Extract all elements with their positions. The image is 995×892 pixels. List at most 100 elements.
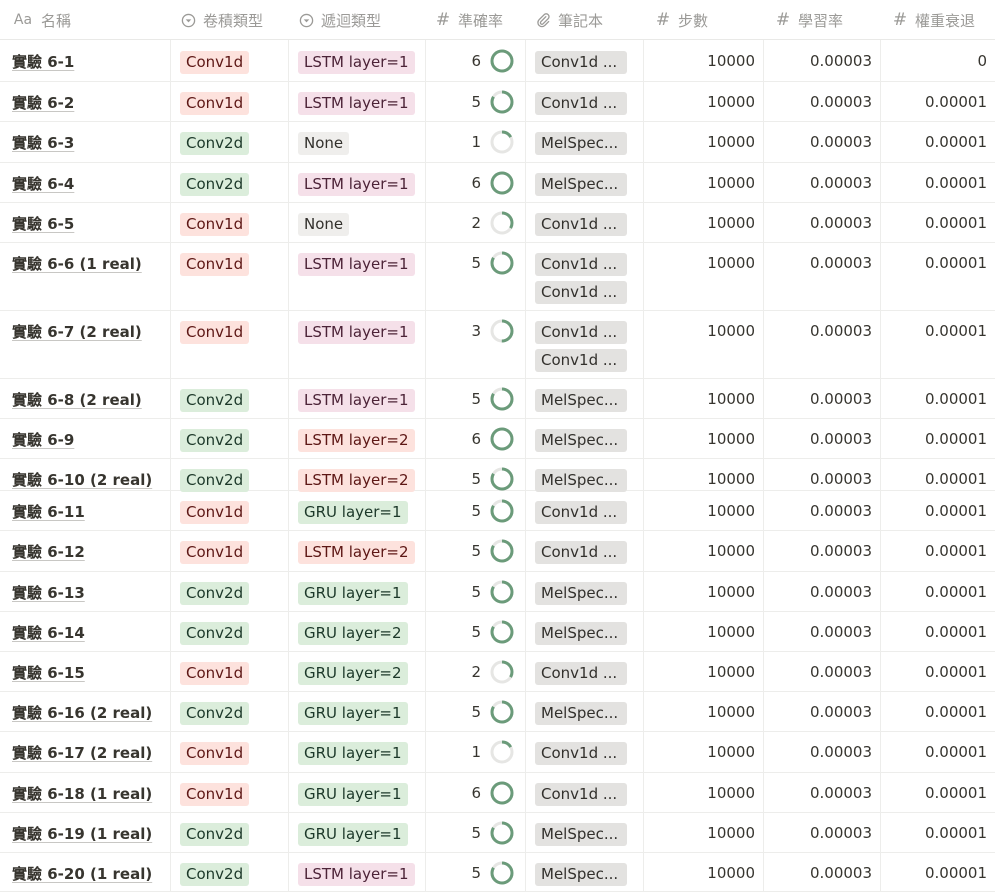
weight-decay-value[interactable]: 0.00001 — [924, 743, 987, 761]
rnn-type-cell[interactable]: GRU layer=1 — [298, 501, 408, 524]
column-header-7[interactable]: # 權重衰退 — [892, 0, 995, 40]
rnn-type-cell[interactable]: None — [298, 213, 350, 236]
notebook-cell[interactable]: Conv1d ... — [535, 51, 627, 79]
steps-value[interactable]: 10000 — [707, 322, 755, 340]
column-header-6[interactable]: # 學習率 — [775, 0, 880, 40]
steps-value[interactable]: 10000 — [707, 430, 755, 448]
weight-decay-value[interactable]: 0.00001 — [924, 174, 987, 192]
accuracy-value[interactable]: 1 — [471, 743, 481, 761]
conv-type-cell[interactable]: Conv1d — [180, 321, 250, 344]
notebook-file[interactable]: MelSpec... — [535, 863, 627, 886]
weight-decay-value[interactable]: 0.00001 — [924, 824, 987, 842]
weight-decay-value[interactable]: 0.00001 — [924, 470, 987, 488]
learning-rate-value[interactable]: 0.00003 — [809, 133, 872, 151]
notebook-file[interactable]: MelSpec... — [535, 469, 627, 492]
table-row[interactable]: 實驗 6-4 Conv2d LSTM layer=1 6 MelSpec... 10000… — [0, 163, 995, 203]
notebook-cell[interactable]: Conv1d ... — [535, 742, 627, 770]
row-name-link[interactable]: 實驗 6-4 — [12, 175, 75, 193]
rnn-type-cell[interactable]: GRU layer=1 — [298, 823, 408, 846]
row-name-link[interactable]: 實驗 6-19 (1 real) — [12, 825, 153, 843]
row-name-link[interactable]: 實驗 6-7 (2 real) — [12, 323, 142, 341]
notebook-cell[interactable]: MelSpec... — [535, 132, 627, 160]
notebook-cell[interactable]: Conv1d ... — [535, 92, 627, 120]
steps-value[interactable]: 10000 — [707, 824, 755, 842]
notebook-file[interactable]: MelSpec... — [535, 389, 627, 412]
weight-decay-value[interactable]: 0.00001 — [924, 133, 987, 151]
weight-decay-value[interactable]: 0.00001 — [924, 583, 987, 601]
learning-rate-value[interactable]: 0.00003 — [809, 542, 872, 560]
notebook-file[interactable]: Conv1d ... — [535, 783, 627, 806]
conv-type-cell[interactable]: Conv2d — [180, 132, 250, 155]
learning-rate-value[interactable]: 0.00003 — [809, 623, 872, 641]
steps-value[interactable]: 10000 — [707, 93, 755, 111]
learning-rate-value[interactable]: 0.00003 — [809, 322, 872, 340]
notebook-file[interactable]: MelSpec... — [535, 173, 627, 196]
weight-decay-value[interactable]: 0.00001 — [924, 322, 987, 340]
row-name-link[interactable]: 實驗 6-6 (1 real) — [12, 255, 142, 273]
rnn-type-cell[interactable]: None — [298, 132, 350, 155]
conv-type-cell[interactable]: Conv1d — [180, 783, 250, 806]
weight-decay-value[interactable]: 0.00001 — [924, 390, 987, 408]
notebook-cell[interactable]: MelSpec... — [535, 582, 627, 610]
notebook-cell[interactable]: Conv1d ... Conv1d ... — [535, 253, 627, 309]
conv-type-cell[interactable]: Conv2d — [180, 702, 250, 725]
notebook-cell[interactable]: MelSpec... — [535, 429, 627, 457]
conv-type-cell[interactable]: Conv2d — [180, 389, 250, 412]
table-row[interactable]: 實驗 6-19 (1 real) Conv2d GRU layer=1 5 MelSpe… — [0, 813, 995, 853]
table-row[interactable]: 實驗 6-7 (2 real) Conv1d LSTM layer=1 3 Conv1d… — [0, 311, 995, 379]
row-name-link[interactable]: 實驗 6-17 (2 real) — [12, 744, 153, 762]
notebook-file[interactable]: Conv1d ... — [535, 253, 627, 276]
rnn-type-cell[interactable]: LSTM layer=2 — [298, 541, 415, 564]
rnn-type-cell[interactable]: LSTM layer=1 — [298, 51, 415, 74]
table-row[interactable]: 實驗 6-5 Conv1d None 2 Conv1d ... 10000 0.00003 0… — [0, 203, 995, 243]
conv-type-cell[interactable]: Conv1d — [180, 51, 250, 74]
notebook-file[interactable]: MelSpec... — [535, 622, 627, 645]
column-header-1[interactable]: 卷積類型 — [180, 0, 286, 40]
row-name-link[interactable]: 實驗 6-13 — [12, 584, 85, 602]
notebook-file[interactable]: MelSpec... — [535, 429, 627, 452]
learning-rate-value[interactable]: 0.00003 — [809, 52, 872, 70]
table-row[interactable]: 實驗 6-13 Conv2d GRU layer=1 5 MelSpec... 10000… — [0, 572, 995, 612]
table-row[interactable]: 實驗 6-3 Conv2d None 1 MelSpec... 10000 0.00003 0… — [0, 122, 995, 163]
steps-value[interactable]: 10000 — [707, 174, 755, 192]
table-row[interactable]: 實驗 6-17 (2 real) Conv1d GRU layer=1 1 Conv1d… — [0, 732, 995, 773]
table-row[interactable]: 實驗 6-8 (2 real) Conv2d LSTM layer=1 5 MelSpe… — [0, 379, 995, 419]
table-row[interactable]: 實驗 6-20 (1 real) Conv2d LSTM layer=1 5 MelSp… — [0, 853, 995, 892]
table-row[interactable]: 實驗 6-1 Conv1d LSTM layer=1 6 Conv1d ... 10000… — [0, 41, 995, 82]
accuracy-value[interactable]: 2 — [471, 663, 481, 681]
notebook-cell[interactable]: Conv1d ... — [535, 213, 627, 241]
weight-decay-value[interactable]: 0.00001 — [924, 502, 987, 520]
notebook-cell[interactable]: Conv1d ... — [535, 501, 627, 529]
notebook-file[interactable]: MelSpec... — [535, 582, 627, 605]
conv-type-cell[interactable]: Conv2d — [180, 863, 250, 886]
accuracy-value[interactable]: 6 — [471, 52, 481, 70]
weight-decay-value[interactable]: 0 — [977, 52, 987, 70]
conv-type-cell[interactable]: Conv2d — [180, 173, 250, 196]
table-row[interactable]: 實驗 6-12 Conv1d LSTM layer=2 5 Conv1d ... 1000… — [0, 531, 995, 572]
rnn-type-cell[interactable]: GRU layer=1 — [298, 742, 408, 765]
weight-decay-value[interactable]: 0.00001 — [924, 663, 987, 681]
weight-decay-value[interactable]: 0.00001 — [924, 864, 987, 882]
learning-rate-value[interactable]: 0.00003 — [809, 824, 872, 842]
column-header-3[interactable]: # 準確率 — [435, 0, 523, 40]
column-header-0[interactable]: Aa 名稱 — [12, 0, 170, 40]
steps-value[interactable]: 10000 — [707, 502, 755, 520]
learning-rate-value[interactable]: 0.00003 — [809, 663, 872, 681]
steps-value[interactable]: 10000 — [707, 623, 755, 641]
learning-rate-value[interactable]: 0.00003 — [809, 502, 872, 520]
conv-type-cell[interactable]: Conv2d — [180, 582, 250, 605]
accuracy-value[interactable]: 3 — [471, 322, 481, 340]
learning-rate-value[interactable]: 0.00003 — [809, 174, 872, 192]
accuracy-value[interactable]: 6 — [471, 430, 481, 448]
steps-value[interactable]: 10000 — [707, 864, 755, 882]
notebook-file[interactable]: Conv1d ... — [535, 349, 627, 372]
notebook-cell[interactable]: MelSpec... — [535, 863, 627, 891]
conv-type-cell[interactable]: Conv1d — [180, 662, 250, 685]
row-name-link[interactable]: 實驗 6-8 (2 real) — [12, 391, 142, 409]
accuracy-value[interactable]: 6 — [471, 784, 481, 802]
row-name-link[interactable]: 實驗 6-3 — [12, 134, 75, 152]
notebook-file[interactable]: Conv1d ... — [535, 213, 627, 236]
weight-decay-value[interactable]: 0.00001 — [924, 254, 987, 272]
steps-value[interactable]: 10000 — [707, 470, 755, 488]
column-header-4[interactable]: 筆記本 — [535, 0, 641, 40]
